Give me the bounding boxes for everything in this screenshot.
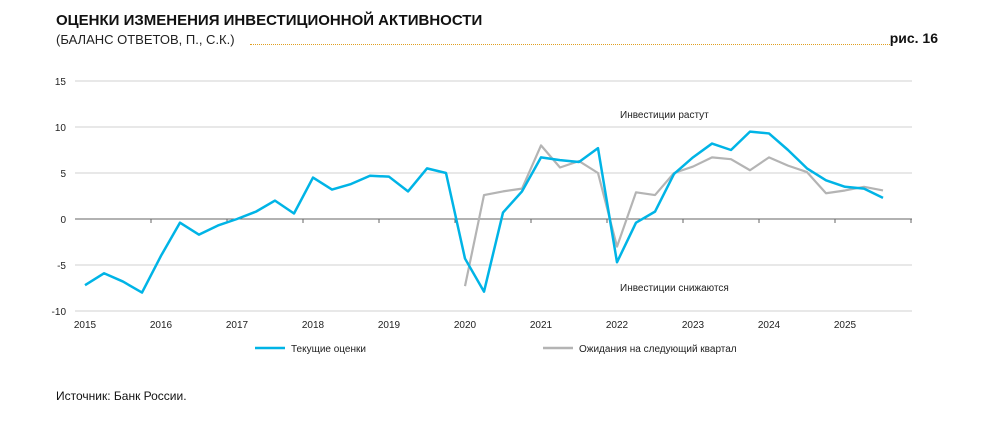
x-tick-label: 2023 bbox=[682, 320, 705, 331]
annotation-up: Инвестиции растут bbox=[620, 110, 709, 121]
chart-subtitle: (БАЛАНС ОТВЕТОВ, П., С.К.) bbox=[56, 32, 235, 47]
x-tick-label: 2021 bbox=[530, 320, 553, 331]
y-tick-label: -5 bbox=[57, 261, 66, 272]
annotation-down: Инвестиции снижаются bbox=[620, 283, 729, 294]
dotted-leader bbox=[250, 44, 890, 45]
x-tick-label: 2025 bbox=[834, 320, 857, 331]
y-tick-label: 15 bbox=[55, 77, 67, 88]
series-line bbox=[84, 130, 884, 294]
x-tick-label: 2020 bbox=[454, 320, 477, 331]
x-tick-label: 2015 bbox=[74, 320, 97, 331]
legend-label: Текущие оценки bbox=[291, 344, 366, 355]
x-tick-label: 2017 bbox=[226, 320, 249, 331]
x-tick-label: 2016 bbox=[150, 320, 173, 331]
x-tick-label: 2018 bbox=[302, 320, 325, 331]
x-tick-label: 2019 bbox=[378, 320, 401, 331]
y-tick-label: 10 bbox=[55, 123, 67, 134]
y-tick-label: 0 bbox=[60, 215, 66, 226]
y-tick-label: -10 bbox=[52, 307, 67, 318]
y-tick-label: 5 bbox=[60, 169, 66, 180]
legend-label: Ожидания на следующий квартал bbox=[579, 344, 737, 355]
line-chart: 15 10 5 0 -5 -10 2015 2016 2017 2018 2019 2020 2021 2… bbox=[52, 77, 912, 355]
source-note: Источник: Банк России. bbox=[56, 389, 187, 403]
chart-title: ОЦЕНКИ ИЗМЕНЕНИЯ ИНВЕСТИЦИОННОЙ АКТИВНОС… bbox=[56, 12, 483, 29]
figure-number: рис. 16 bbox=[889, 30, 938, 46]
x-tick-label: 2024 bbox=[758, 320, 781, 331]
x-tick-label: 2022 bbox=[606, 320, 629, 331]
